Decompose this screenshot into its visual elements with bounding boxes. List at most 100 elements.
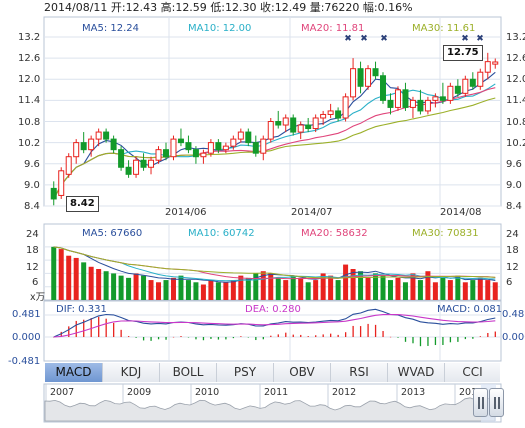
tab-cci[interactable]: CCI	[445, 363, 500, 382]
macd-bar-up	[60, 331, 62, 337]
ma10-label: MA10: 12.00	[188, 23, 252, 34]
volume-bars	[51, 246, 498, 300]
volume-bar-down	[103, 271, 109, 300]
tab-rsi[interactable]: RSI	[331, 363, 388, 382]
tab-kdj[interactable]: KDJ	[103, 363, 160, 382]
vol-axis-6-left: 6	[32, 277, 39, 288]
ma20-label: MA20: 11.81	[301, 23, 365, 34]
date-label-august: 2014/08	[440, 207, 482, 218]
volume-bar-up	[133, 273, 139, 300]
candle-down	[439, 96, 446, 101]
timeline-left-handle[interactable]	[473, 388, 488, 417]
ma10-line	[53, 83, 496, 200]
dif-line	[53, 308, 496, 338]
star-icon: ✖	[380, 34, 388, 44]
price-axis-label-left: 12.0	[18, 74, 41, 86]
macd-bar-up	[98, 316, 100, 337]
tab-macd[interactable]: MACD	[45, 363, 103, 382]
macd-bar-down	[195, 337, 197, 340]
macd-bar-down	[262, 337, 264, 340]
macd-bar-down	[434, 337, 437, 346]
volume-bar-up	[238, 275, 244, 300]
volume-bar-up	[447, 280, 453, 300]
macd-lines	[53, 308, 496, 338]
timeline-year-2009: 2009	[127, 387, 152, 398]
candle-up	[365, 68, 372, 87]
macd-bar-up	[120, 329, 122, 337]
macd-bar-down	[217, 337, 220, 340]
volume-bar-up	[492, 282, 498, 300]
candle-up	[267, 121, 274, 140]
candle-up	[148, 159, 155, 168]
macd-bar-down	[135, 337, 137, 338]
volume-bar-down	[373, 273, 379, 300]
macd-bar-up	[300, 334, 302, 337]
price-axis-label-right: 10.8	[506, 116, 525, 128]
candle-down	[192, 149, 199, 158]
vol-axis-24-left: 24	[26, 229, 39, 240]
price-axis-label-left: 10.8	[18, 116, 41, 128]
tab-wvad[interactable]: WVAD	[388, 363, 445, 382]
candle-down	[290, 117, 297, 133]
star-icon: ✖	[344, 34, 352, 44]
macd-bar-up	[359, 326, 362, 337]
macd-bar-up	[307, 336, 309, 337]
macd-bar-up	[270, 335, 272, 337]
price-chart[interactable]: ✖ ✖ ✖ ✖ ✖	[0, 0, 525, 362]
candle-up	[447, 85, 454, 101]
candle-down	[454, 85, 461, 94]
volume-bar-up	[148, 280, 154, 300]
macd-bar-down	[187, 337, 190, 338]
macd-bar-down	[232, 337, 235, 339]
tab-psy[interactable]: PSY	[217, 363, 274, 382]
candle-up	[297, 124, 304, 133]
quote-low: 低:12.30	[210, 1, 257, 14]
candle-down	[469, 78, 476, 87]
price-axis-label-left: 12.6	[18, 53, 41, 65]
volume-bar-up	[425, 271, 431, 300]
tab-obv[interactable]: OBV	[274, 363, 331, 382]
macd-bar-down	[449, 337, 452, 343]
timeline-year-2010: 2010	[195, 387, 220, 398]
vol-axis-18-left: 18	[26, 245, 39, 256]
dif-label: DIF: 0.331	[56, 304, 107, 315]
candle-down	[380, 75, 387, 101]
macd-bar-down	[142, 337, 145, 341]
date-label-june: 2014/06	[165, 207, 207, 218]
volume-bar-up	[88, 266, 94, 300]
macd-bar-down	[255, 337, 257, 341]
volume-bar-down	[358, 271, 364, 300]
timeline-year-2012: 2012	[332, 387, 357, 398]
candle-up	[170, 138, 177, 158]
macd-axis-bottom: -0.481	[8, 356, 41, 367]
macd-bar-up	[75, 320, 77, 337]
candle-down	[50, 187, 57, 200]
price-axis-label-right: 13.2	[506, 32, 525, 43]
grip-icon	[478, 397, 480, 409]
candle-down	[252, 142, 259, 154]
timeline-right-handle[interactable]	[489, 388, 504, 417]
volume-bar-up	[343, 264, 349, 300]
candle-up	[260, 138, 267, 154]
volume-bar-up	[96, 269, 102, 300]
timeline-year-2013: 2013	[401, 387, 426, 398]
candlestick-series	[50, 52, 499, 206]
candle-up	[58, 170, 65, 196]
vol-axis-18-right: 18	[506, 245, 519, 256]
price-axis-label-left: 11.4	[18, 95, 41, 107]
volume-bar-up	[156, 282, 162, 300]
volume-bar-up	[485, 280, 491, 300]
low-price-callout: 8.42	[66, 196, 99, 212]
candle-up	[432, 96, 439, 101]
volume-bar-up	[462, 282, 468, 300]
candle-down	[185, 142, 192, 151]
price-axis-label-right: 8.4	[506, 201, 522, 212]
volume-bar-down	[245, 277, 251, 300]
timeline-navigator[interactable]	[0, 383, 525, 428]
macd-bar-up	[487, 332, 489, 337]
volume-bar-down	[335, 280, 341, 300]
tab-boll[interactable]: BOLL	[160, 363, 217, 382]
macd-bar-up	[382, 330, 384, 337]
high-price-callout: 12.75	[443, 45, 483, 61]
vol-axis-24-right: 24	[506, 229, 519, 240]
